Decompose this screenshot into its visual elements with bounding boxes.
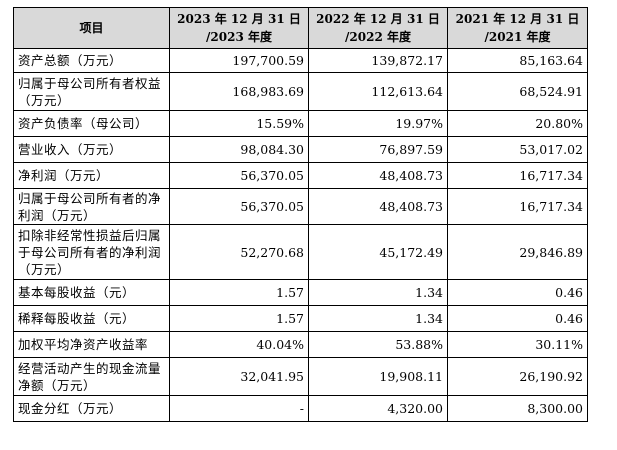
table-row: 经营活动产生的现金流量净额（万元） 32,041.95 19,908.11 26… bbox=[13, 357, 588, 396]
value-2023: 56,370.05 bbox=[169, 162, 309, 189]
value-2022: 112,613.64 bbox=[308, 72, 448, 111]
table-row: 归属于母公司所有者权益（万元） 168,983.69 112,613.64 68… bbox=[13, 72, 588, 111]
table-row: 加权平均净资产收益率 40.04% 53.88% 30.11% bbox=[13, 331, 588, 358]
row-label: 稀释每股收益（元） bbox=[13, 305, 170, 332]
table-row: 归属于母公司所有者的净利润（万元） 56,370.05 48,408.73 16… bbox=[13, 188, 588, 225]
value-2023: 168,983.69 bbox=[169, 72, 309, 111]
value-2021: 68,524.91 bbox=[447, 72, 588, 111]
header-2022: 2022 年 12 月 31 日 /2022 年度 bbox=[308, 7, 448, 49]
value-2023: 1.57 bbox=[169, 305, 309, 332]
value-2022: 76,897.59 bbox=[308, 136, 448, 163]
value-2022: 139,872.17 bbox=[308, 48, 448, 73]
value-2023: - bbox=[169, 395, 309, 422]
table-row: 基本每股收益（元） 1.57 1.34 0.46 bbox=[13, 279, 588, 306]
value-2021: 16,717.34 bbox=[447, 188, 588, 225]
table-header-row: 项目 2023 年 12 月 31 日 /2023 年度 2022 年 12 月… bbox=[13, 7, 588, 49]
value-2023: 40.04% bbox=[169, 331, 309, 358]
value-2022: 19,908.11 bbox=[308, 357, 448, 396]
value-2023: 32,041.95 bbox=[169, 357, 309, 396]
value-2021: 0.46 bbox=[447, 305, 588, 332]
value-2022: 19.97% bbox=[308, 110, 448, 137]
value-2023: 15.59% bbox=[169, 110, 309, 137]
row-label: 经营活动产生的现金流量净额（万元） bbox=[13, 357, 170, 396]
table-row: 资产总额（万元） 197,700.59 139,872.17 85,163.64 bbox=[13, 48, 588, 73]
value-2021: 16,717.34 bbox=[447, 162, 588, 189]
value-2022: 48,408.73 bbox=[308, 162, 448, 189]
header-2021: 2021 年 12 月 31 日 /2021 年度 bbox=[447, 7, 588, 49]
header-item: 项目 bbox=[13, 7, 170, 49]
table-row: 现金分红（万元） - 4,320.00 8,300.00 bbox=[13, 395, 588, 422]
row-label: 归属于母公司所有者的净利润（万元） bbox=[13, 188, 170, 225]
table-row: 营业收入（万元） 98,084.30 76,897.59 53,017.02 bbox=[13, 136, 588, 163]
value-2021: 29,846.89 bbox=[447, 224, 588, 280]
row-label: 基本每股收益（元） bbox=[13, 279, 170, 306]
table-row: 净利润（万元） 56,370.05 48,408.73 16,717.34 bbox=[13, 162, 588, 189]
value-2023: 1.57 bbox=[169, 279, 309, 306]
value-2022: 45,172.49 bbox=[308, 224, 448, 280]
row-label: 资产负债率（母公司） bbox=[13, 110, 170, 137]
value-2021: 30.11% bbox=[447, 331, 588, 358]
value-2023: 197,700.59 bbox=[169, 48, 309, 73]
table-row: 扣除非经常性损益后归属于母公司所有者的净利润（万元） 52,270.68 45,… bbox=[13, 224, 588, 280]
value-2021: 26,190.92 bbox=[447, 357, 588, 396]
value-2021: 85,163.64 bbox=[447, 48, 588, 73]
value-2023: 56,370.05 bbox=[169, 188, 309, 225]
value-2022: 48,408.73 bbox=[308, 188, 448, 225]
financial-data-table: 项目 2023 年 12 月 31 日 /2023 年度 2022 年 12 月… bbox=[13, 7, 588, 422]
row-label: 归属于母公司所有者权益（万元） bbox=[13, 72, 170, 111]
value-2022: 1.34 bbox=[308, 279, 448, 306]
value-2022: 1.34 bbox=[308, 305, 448, 332]
value-2021: 0.46 bbox=[447, 279, 588, 306]
value-2023: 52,270.68 bbox=[169, 224, 309, 280]
value-2021: 8,300.00 bbox=[447, 395, 588, 422]
value-2021: 53,017.02 bbox=[447, 136, 588, 163]
row-label: 净利润（万元） bbox=[13, 162, 170, 189]
table-row: 资产负债率（母公司） 15.59% 19.97% 20.80% bbox=[13, 110, 588, 137]
row-label: 营业收入（万元） bbox=[13, 136, 170, 163]
value-2022: 4,320.00 bbox=[308, 395, 448, 422]
header-2023: 2023 年 12 月 31 日 /2023 年度 bbox=[169, 7, 309, 49]
value-2022: 53.88% bbox=[308, 331, 448, 358]
row-label: 现金分红（万元） bbox=[13, 395, 170, 422]
row-label: 扣除非经常性损益后归属于母公司所有者的净利润（万元） bbox=[13, 224, 170, 280]
value-2021: 20.80% bbox=[447, 110, 588, 137]
table-row: 稀释每股收益（元） 1.57 1.34 0.46 bbox=[13, 305, 588, 332]
row-label: 加权平均净资产收益率 bbox=[13, 331, 170, 358]
value-2023: 98,084.30 bbox=[169, 136, 309, 163]
row-label: 资产总额（万元） bbox=[13, 48, 170, 73]
